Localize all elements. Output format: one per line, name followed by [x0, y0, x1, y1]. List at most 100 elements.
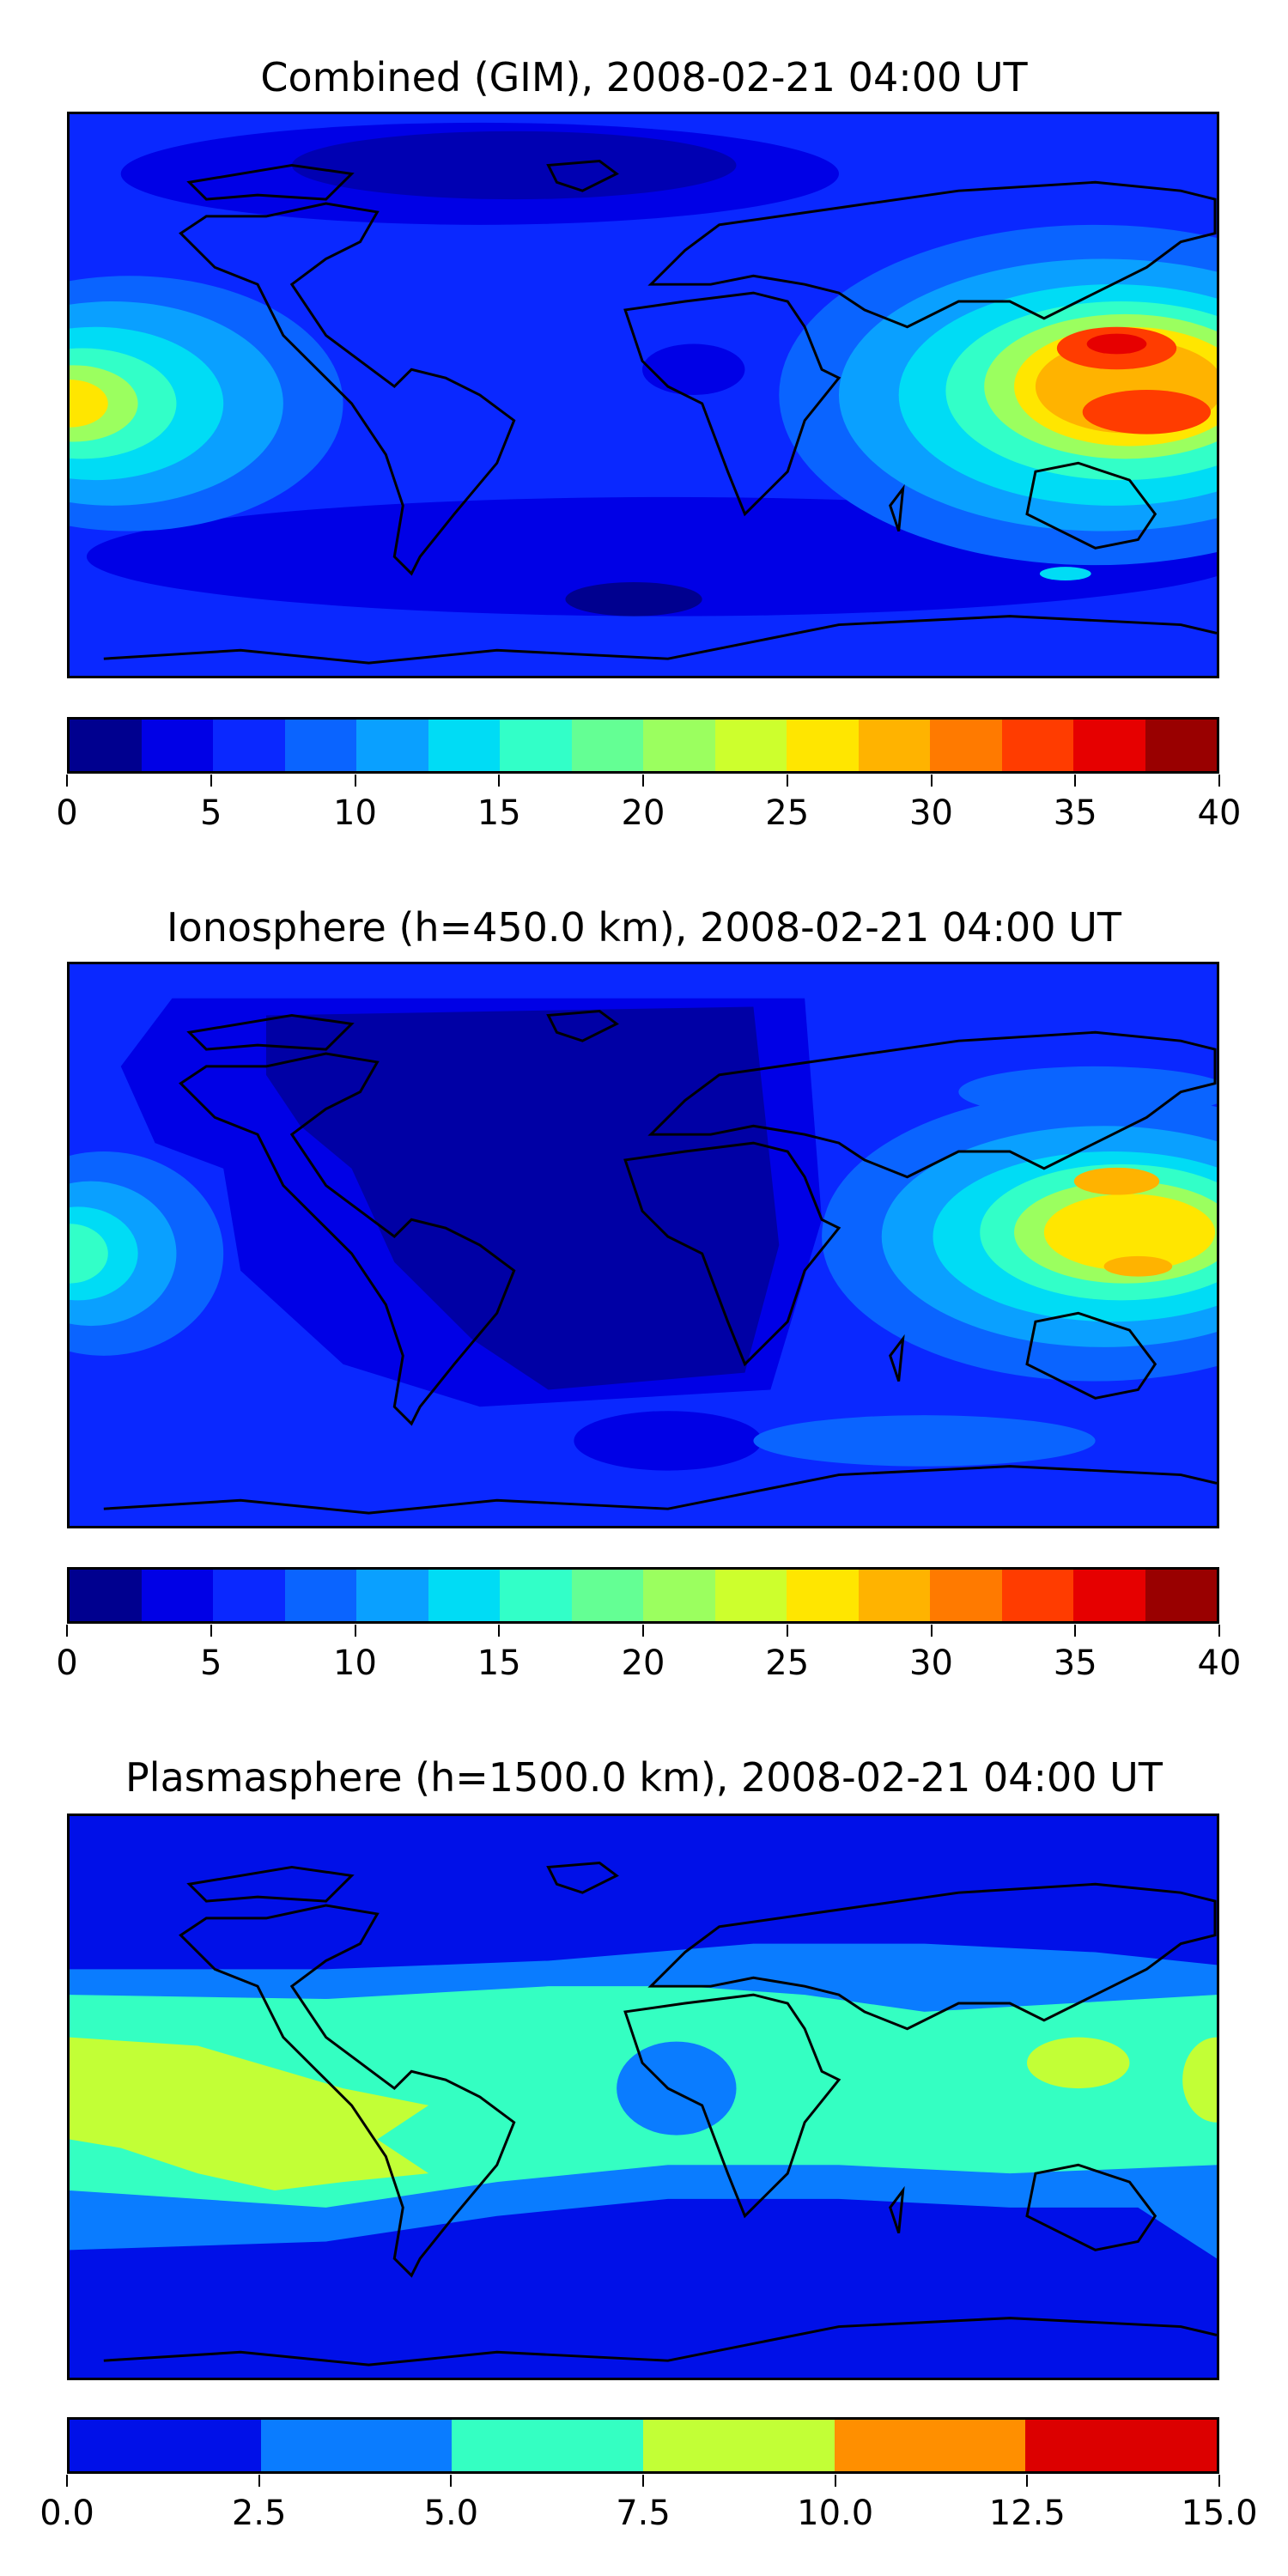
- colorbar-tick: [786, 1625, 788, 1637]
- colorbar-segment: [213, 720, 285, 771]
- colorbar-tick: [66, 2475, 68, 2487]
- colorbar-tick: [66, 1625, 68, 1637]
- colorbar-segment: [260, 2420, 453, 2471]
- colorbar-tick: [1026, 2475, 1029, 2487]
- colorbar-segment: [141, 1570, 213, 1621]
- colorbar-tick: [786, 775, 788, 787]
- panel-title-plasmasphere: Plasmasphere (h=1500.0 km), 2008-02-21 0…: [125, 1754, 1163, 1801]
- colorbar-tick-label: 12.5: [988, 2494, 1066, 2533]
- colorbar-tick: [258, 2475, 260, 2487]
- panel-title-ionosphere: Ionosphere (h=450.0 km), 2008-02-21 04:0…: [167, 904, 1121, 951]
- colorbar-segment: [500, 720, 572, 771]
- colorbar-segment: [70, 1570, 142, 1621]
- colorbar-tick-label: 40: [1197, 793, 1242, 833]
- map-combined: [67, 112, 1219, 678]
- colorbar-segment: [643, 2420, 835, 2471]
- colorbar-tick-label: 0: [56, 793, 78, 833]
- colorbar-segment: [284, 720, 356, 771]
- colorbar-tick-label: 0.0: [39, 2494, 94, 2533]
- colorbar-tick-label: 20: [621, 1643, 665, 1683]
- colorbar-tick-label: 20: [621, 793, 665, 833]
- colorbar-segment: [428, 1570, 500, 1621]
- colorbar-tick-label: 30: [909, 793, 953, 833]
- colorbar-tick-label: 25: [765, 1643, 810, 1683]
- colorbar-tick: [498, 1625, 501, 1637]
- colorbar-segment: [1001, 1570, 1073, 1621]
- colorbar-tick: [642, 2475, 644, 2487]
- colorbar-segment: [284, 1570, 356, 1621]
- colorbar-tick-label: 35: [1053, 793, 1097, 833]
- colorbar-tick-label: 15: [477, 793, 521, 833]
- colorbar-tick-label: 5: [200, 793, 222, 833]
- colorbar-tick: [66, 775, 68, 787]
- colorbar-tick-label: 15.0: [1181, 2494, 1258, 2533]
- colorbar-segment: [858, 720, 930, 771]
- colorbar-segment: [571, 1570, 643, 1621]
- colorbar-segment: [500, 1570, 572, 1621]
- colorbar-segment: [1145, 1570, 1217, 1621]
- colorbar-ticks-plasmasphere: 0.0 2.5 5.0 7.5 10.0 12.5 15.0: [39, 2475, 1258, 2533]
- colorbar-segment: [714, 1570, 787, 1621]
- colorbar-segment: [356, 1570, 428, 1621]
- panel-title-combined: Combined (GIM), 2008-02-21 04:00 UT: [260, 54, 1028, 100]
- map-plasmasphere: [67, 1814, 1219, 2380]
- colorbar-segment: [643, 1570, 715, 1621]
- colorbar-tick: [450, 2475, 453, 2487]
- colorbar-segment: [1073, 1570, 1145, 1621]
- colorbar-segment: [858, 1570, 930, 1621]
- colorbar-segment: [70, 720, 142, 771]
- colorbar-tick-label: 35: [1053, 1643, 1097, 1683]
- colorbar-tick: [498, 775, 501, 787]
- colorbar-segment: [930, 1570, 1002, 1621]
- colorbar-segment: [571, 720, 643, 771]
- colorbar-segment: [452, 2420, 644, 2471]
- colorbar-tick-label: 0: [56, 1643, 78, 1683]
- colorbar-segment: [787, 720, 859, 771]
- colorbar-segment: [141, 720, 213, 771]
- colorbar-segment: [1145, 720, 1217, 771]
- colorbar-tick: [1074, 1625, 1077, 1637]
- colorbar-tick: [1218, 2475, 1220, 2487]
- colorbar-tick-label: 10.0: [797, 2494, 874, 2533]
- colorbar-ticks-ionosphere: 0 5 10 15 20 25 30 35 40: [56, 1625, 1241, 1683]
- colorbar-tick: [1218, 1625, 1220, 1637]
- colorbar-tick: [642, 775, 644, 787]
- colorbar-ticks-combined: 0 5 10 15 20 25 30 35 40: [56, 775, 1241, 833]
- colorbar-tick: [1218, 775, 1220, 787]
- colorbar-tick-label: 5: [200, 1643, 222, 1683]
- colorbar-tick: [210, 1625, 212, 1637]
- colorbar-tick-label: 7.5: [616, 2494, 671, 2533]
- colorbar-tick: [354, 775, 356, 787]
- colorbar-segment: [70, 2420, 261, 2471]
- colorbar-segment: [1025, 2420, 1218, 2471]
- colorbar-tick-label: 10: [333, 793, 377, 833]
- colorbar-tick: [834, 2475, 836, 2487]
- colorbar-tick: [1074, 775, 1077, 787]
- colorbar-tick: [354, 1625, 356, 1637]
- colorbar-tick-label: 30: [909, 1643, 953, 1683]
- colorbar-tick: [930, 775, 933, 787]
- colorbar-tick-label: 5.0: [423, 2494, 479, 2533]
- colorbar-segment: [834, 2420, 1026, 2471]
- colorbar-segment: [356, 720, 428, 771]
- colorbar-tick: [210, 775, 212, 787]
- colorbar-ionosphere: [67, 1567, 1219, 1624]
- colorbar-tick-label: 10: [333, 1643, 377, 1683]
- map-ionosphere: [67, 962, 1219, 1528]
- colorbar-segment: [1073, 720, 1145, 771]
- colorbar-segment: [643, 720, 715, 771]
- colorbar-combined: [67, 717, 1219, 774]
- colorbar-segment: [213, 1570, 285, 1621]
- colorbar-tick-label: 40: [1197, 1643, 1242, 1683]
- colorbar-segment: [714, 720, 787, 771]
- colorbar-segment: [1001, 720, 1073, 771]
- colorbar-tick-label: 2.5: [231, 2494, 287, 2533]
- colorbar-segment: [787, 1570, 859, 1621]
- colorbar-segment: [428, 720, 500, 771]
- colorbar-plasmasphere: [67, 2417, 1219, 2474]
- colorbar-segment: [930, 720, 1002, 771]
- colorbar-tick-label: 25: [765, 793, 810, 833]
- colorbar-tick: [930, 1625, 933, 1637]
- colorbar-tick-label: 15: [477, 1643, 521, 1683]
- colorbar-tick: [642, 1625, 644, 1637]
